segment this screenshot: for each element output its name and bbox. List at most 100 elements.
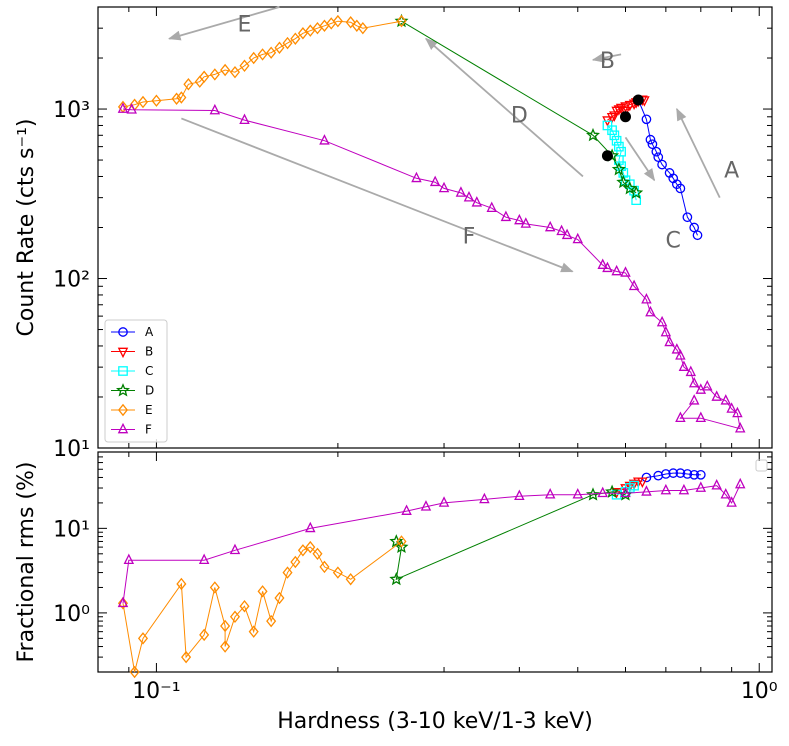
- top-y-axis-title: Count Rate (cts s⁻¹): [14, 118, 39, 336]
- top-point-e: [199, 70, 210, 84]
- top-point-a: [675, 183, 686, 194]
- legend-label-a: A: [145, 325, 154, 339]
- top-point-e: [290, 32, 301, 45]
- top-point-f: [117, 102, 129, 113]
- top-point-e: [176, 91, 187, 104]
- annotation-label-b: B: [600, 49, 615, 74]
- top-point-f: [720, 394, 732, 405]
- top-series-line-f: [122, 108, 741, 430]
- bottom-point-f: [711, 478, 722, 490]
- top-point-f: [239, 113, 250, 124]
- top-series-f: [117, 102, 746, 433]
- top-point-f: [702, 380, 713, 391]
- bottom-point-f: [420, 500, 432, 511]
- top-point-e: [274, 41, 285, 54]
- top-point-b: [624, 100, 636, 112]
- bottom-point-e: [297, 544, 308, 557]
- bottom-point-f: [597, 486, 608, 498]
- bottom-series-d: [389, 484, 633, 586]
- bottom-point-a: [689, 469, 700, 480]
- top-point-f: [544, 220, 556, 232]
- top-point-d: [616, 174, 631, 189]
- top-point-c: [611, 135, 622, 146]
- top-point-f: [641, 293, 652, 304]
- bottom-point-e: [176, 577, 187, 591]
- legend-marker-a: [118, 327, 128, 337]
- bottom-point-e: [305, 540, 316, 554]
- top-point-f: [726, 402, 737, 413]
- x-axis-title: Hardness (3-10 keV/1-3 keV): [277, 709, 593, 734]
- legend-label-c: C: [145, 364, 153, 378]
- bottom-point-e: [332, 566, 343, 579]
- bottom-y-tick-label: 10⁰: [53, 602, 90, 627]
- bottom-point-f: [305, 521, 316, 533]
- top-point-f: [514, 213, 525, 225]
- top-point-e: [332, 14, 343, 28]
- bottom-point-f: [660, 483, 672, 495]
- bottom-point-f: [514, 489, 525, 501]
- bottom-point-a: [668, 468, 679, 478]
- top-point-a: [657, 159, 667, 170]
- bottom-point-e: [199, 628, 210, 642]
- bottom-frame: [97, 451, 773, 673]
- top-y-tick-label: 10²: [53, 268, 90, 293]
- top-point-f: [732, 406, 743, 418]
- bottom-point-e: [396, 535, 407, 548]
- top-point-f: [471, 196, 483, 207]
- legend-label-b: B: [145, 345, 153, 359]
- top-point-e: [220, 63, 231, 77]
- bottom-series-e: [117, 535, 407, 679]
- empty-legend-box: [755, 459, 768, 472]
- top-point-f: [486, 201, 498, 213]
- annotation-arrow: [591, 52, 622, 63]
- bottom-point-f: [720, 488, 732, 499]
- top-point-f: [126, 103, 137, 114]
- bottom-point-e: [274, 591, 285, 605]
- annotation-label-d: D: [511, 103, 528, 128]
- top-point-f: [429, 175, 441, 187]
- bottom-point-e: [229, 610, 241, 624]
- top-series-line-e: [122, 20, 402, 108]
- top-point-f: [411, 171, 422, 183]
- top-point-f: [463, 191, 475, 202]
- bottom-series-line-d: [395, 491, 626, 581]
- top-point-f: [556, 224, 567, 236]
- legend-marker-b: [117, 347, 129, 359]
- x-tick-label: 10⁻¹: [132, 679, 180, 704]
- bottom-point-d: [394, 539, 409, 554]
- bottom-y-axis-title: Fractional rms (%): [14, 461, 39, 662]
- bottom-point-b: [637, 477, 648, 488]
- bottom-point-e: [181, 650, 192, 664]
- bottom-point-e: [239, 599, 250, 613]
- annotation-label-e: E: [238, 12, 252, 37]
- top-point-f: [611, 264, 622, 276]
- bottom-point-e: [290, 555, 301, 569]
- top-point-d: [611, 162, 626, 176]
- top-point-a: [682, 212, 693, 223]
- legend-marker-c: [118, 366, 128, 376]
- top-point-f: [664, 335, 675, 347]
- legend-label-d: D: [145, 384, 154, 398]
- top-point-e: [229, 65, 241, 79]
- top-point-d: [394, 13, 409, 28]
- bottom-point-f: [117, 596, 129, 608]
- black-marker: [601, 150, 613, 162]
- top-point-f: [520, 217, 532, 228]
- top-point-f: [688, 376, 700, 388]
- bottom-point-a: [641, 472, 652, 483]
- bottom-point-a: [695, 469, 706, 480]
- top-point-f: [675, 411, 686, 423]
- bottom-point-e: [220, 619, 231, 633]
- top-series-e: [117, 14, 407, 114]
- top-point-a: [653, 152, 664, 163]
- bottom-point-e: [266, 614, 277, 628]
- top-point-e: [248, 51, 259, 65]
- top-point-f: [438, 181, 450, 193]
- legend-marker-d: [115, 383, 131, 397]
- top-point-e: [297, 27, 308, 40]
- top-point-b: [611, 106, 622, 118]
- top-point-f: [628, 279, 640, 291]
- annotation-label-a: A: [724, 158, 739, 183]
- top-point-e: [396, 14, 407, 28]
